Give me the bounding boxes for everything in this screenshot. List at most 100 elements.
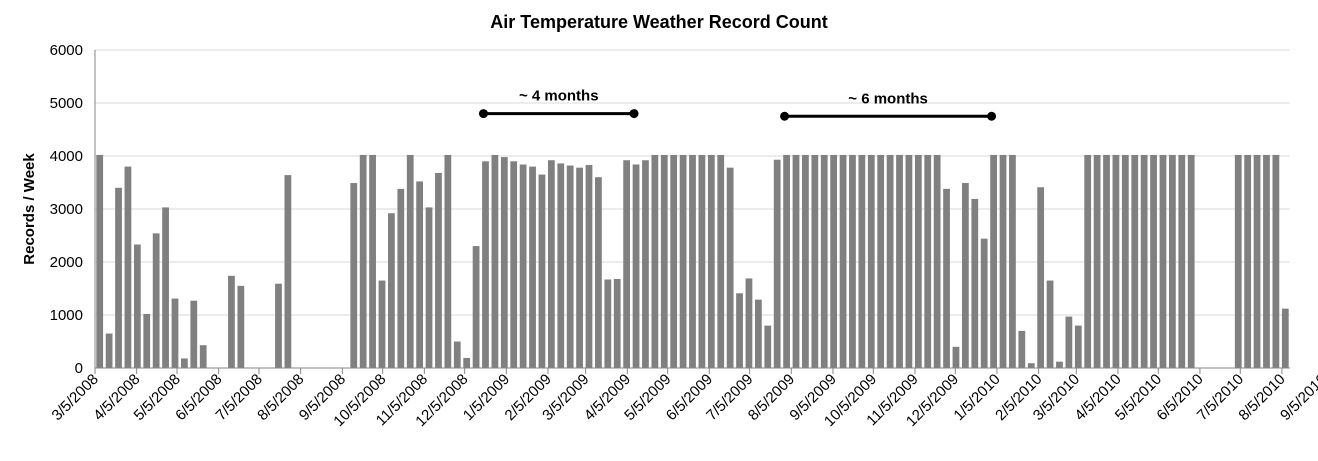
y-tick-label: 5000	[50, 95, 83, 112]
bar	[670, 154, 678, 368]
bar	[1281, 308, 1289, 368]
bar	[1046, 280, 1054, 368]
chart-title: Air Temperature Weather Record Count	[490, 12, 827, 32]
bar	[482, 161, 489, 368]
bar	[538, 174, 546, 368]
bar	[830, 154, 838, 368]
bar	[802, 154, 809, 368]
bar	[849, 154, 856, 368]
bars	[96, 154, 1289, 368]
bar	[736, 293, 743, 368]
annotation-start-dot	[780, 111, 790, 121]
bar	[1056, 361, 1063, 368]
bar	[1150, 154, 1157, 368]
bar	[124, 166, 132, 368]
bar	[905, 154, 913, 368]
y-tick-label: 2000	[50, 254, 83, 271]
axes	[94, 50, 1290, 369]
bar	[162, 207, 169, 368]
bar	[1187, 154, 1195, 368]
bar	[566, 165, 574, 368]
y-axis-label: Records / Week	[21, 153, 38, 265]
annotation-end-dot	[629, 109, 639, 119]
y-tick-label: 0	[75, 360, 83, 377]
bar	[1027, 363, 1035, 368]
bar	[839, 154, 847, 368]
bar	[228, 275, 235, 368]
bar	[576, 167, 583, 368]
bar	[820, 154, 828, 368]
bar	[284, 175, 292, 368]
bar	[961, 183, 969, 368]
bar	[510, 161, 518, 368]
bar	[1103, 154, 1110, 368]
bar	[679, 154, 687, 368]
bar	[152, 233, 160, 368]
bar	[500, 157, 508, 368]
annotations: ~ 4 months ~ 6 months	[478, 88, 997, 121]
bar	[1074, 325, 1082, 368]
bar	[369, 154, 376, 368]
bar	[463, 357, 471, 368]
bar	[632, 164, 640, 368]
annotation-label: ~ 6 months	[848, 90, 928, 107]
bar	[435, 172, 442, 368]
bar	[1084, 154, 1092, 368]
bar	[1159, 154, 1167, 368]
bar	[1140, 154, 1148, 368]
bar	[416, 181, 424, 368]
bar	[557, 163, 565, 368]
bar	[1018, 330, 1026, 368]
bar	[717, 154, 725, 368]
bar	[190, 300, 198, 368]
bar	[604, 279, 612, 368]
bar	[1009, 154, 1016, 368]
bar	[1065, 316, 1073, 368]
bar	[811, 154, 819, 368]
bar	[1234, 154, 1242, 368]
bar	[388, 213, 395, 368]
bar	[1253, 154, 1261, 368]
bar	[726, 167, 734, 368]
bar	[886, 154, 894, 368]
bar	[896, 154, 903, 368]
bar	[547, 160, 555, 368]
bar	[397, 188, 405, 368]
bar	[115, 187, 122, 368]
bar	[745, 278, 753, 368]
bar	[237, 285, 245, 368]
bar	[425, 207, 433, 368]
bar	[595, 177, 602, 368]
bar	[698, 154, 706, 368]
y-tick-label: 6000	[50, 42, 83, 59]
bar	[96, 154, 104, 368]
bar	[529, 166, 536, 368]
bar	[924, 154, 932, 368]
bar	[971, 198, 979, 368]
bar	[754, 299, 762, 368]
bar	[1178, 154, 1186, 368]
y-tick-label: 4000	[50, 148, 83, 165]
bar	[867, 154, 875, 368]
bar	[519, 164, 527, 368]
bar	[350, 183, 358, 368]
bar	[444, 154, 452, 368]
bar	[773, 159, 781, 368]
y-tick-label: 3000	[50, 201, 83, 218]
bar	[1093, 154, 1101, 368]
bar	[999, 154, 1007, 368]
bar	[1037, 187, 1045, 368]
bar	[1244, 154, 1252, 368]
bar	[181, 358, 188, 368]
bar	[1131, 154, 1139, 368]
bar	[491, 154, 499, 368]
bar	[914, 154, 922, 368]
bar	[613, 278, 621, 368]
bar	[707, 154, 715, 368]
bar	[1263, 154, 1270, 368]
bar	[943, 188, 950, 368]
bar	[406, 154, 414, 368]
bar	[1168, 154, 1176, 368]
bar	[660, 154, 668, 368]
